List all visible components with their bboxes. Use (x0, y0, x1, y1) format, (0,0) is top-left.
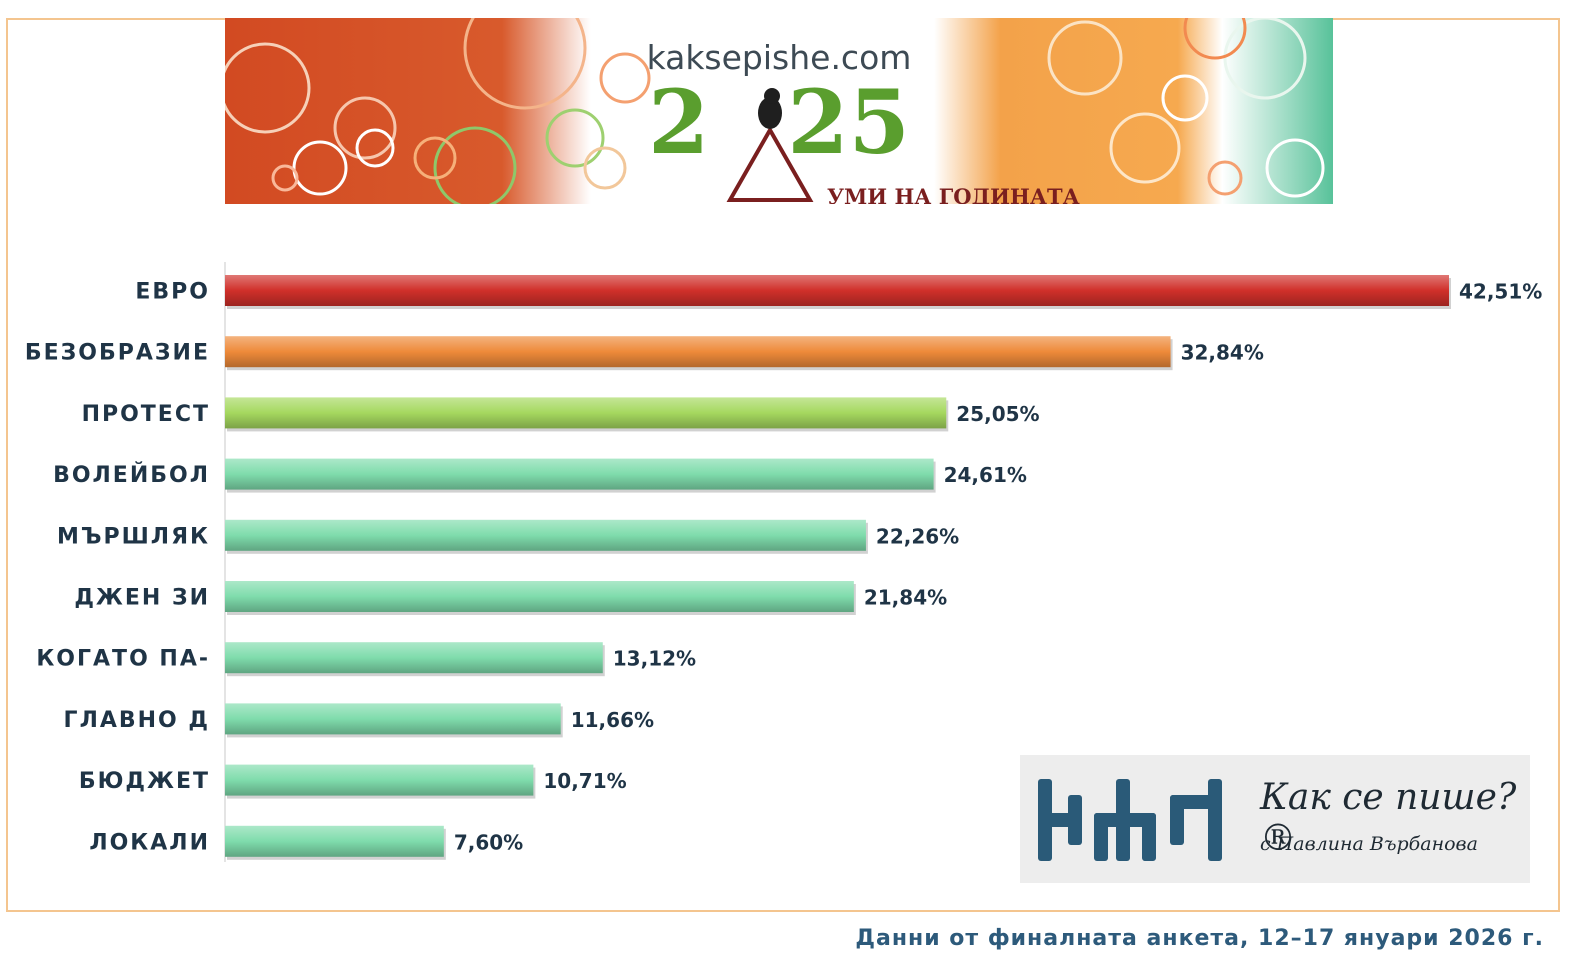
banner-tagline: УМИ НА ГОДИНАТА (827, 184, 1080, 204)
year-left: 2 (648, 70, 710, 174)
value-label: 42,51% (1459, 280, 1542, 304)
category-label: БЕЗОБРАЗИЕ (25, 341, 210, 366)
value-label: 21,84% (864, 586, 947, 610)
year-right: 25 (787, 70, 910, 174)
value-label: 22,26% (876, 524, 959, 548)
logo-box: Как се пише?® с Павлина Върбанова (1020, 755, 1530, 883)
value-label: 10,71% (543, 769, 626, 793)
value-label: 7,60% (454, 830, 523, 854)
bar-5 (225, 519, 866, 551)
site-url: kaksepishe.com (646, 38, 912, 77)
year-title: 2 25 (225, 70, 1333, 174)
bar-6 (225, 581, 854, 612)
bar-8 (225, 703, 561, 735)
category-label: КОГАТО ПА- (36, 647, 210, 672)
bar-3 (225, 397, 947, 429)
category-label: ВОЛЕЙБОЛ (53, 462, 210, 488)
banner-background (225, 18, 1333, 204)
logo-title: Как се пише?® (1260, 777, 1517, 859)
category-label: БЮДЖЕТ (79, 769, 210, 794)
value-label: 13,12% (613, 647, 696, 671)
bar-7 (225, 642, 603, 674)
category-label: ПРОТЕСТ (82, 402, 210, 427)
category-label: ДЖЕН ЗИ (74, 586, 210, 611)
value-label: 11,66% (571, 708, 654, 732)
bar-10 (225, 825, 444, 857)
logo-mark-icon (1038, 779, 1222, 861)
bar-2 (225, 336, 1171, 368)
value-label: 24,61% (944, 463, 1027, 487)
footnote: Данни от финалната анкета, 12–17 януари … (855, 926, 1544, 951)
category-label: МЪРШЛЯК (57, 524, 210, 549)
bar-4 (225, 458, 934, 490)
bar-9 (225, 764, 534, 796)
category-label: ЛОКАЛИ (89, 830, 210, 855)
banner: kaksepishe.com 2 25 УМИ НА ГОДИНАТА (225, 18, 1333, 204)
category-label: ГЛАВНО Д (64, 708, 210, 733)
category-label: ЕВРО (135, 280, 210, 305)
value-label: 25,05% (956, 402, 1039, 426)
logo-subtitle: с Павлина Върбанова (1260, 833, 1478, 855)
value-label: 32,84% (1181, 341, 1264, 365)
bar-1 (225, 275, 1449, 306)
